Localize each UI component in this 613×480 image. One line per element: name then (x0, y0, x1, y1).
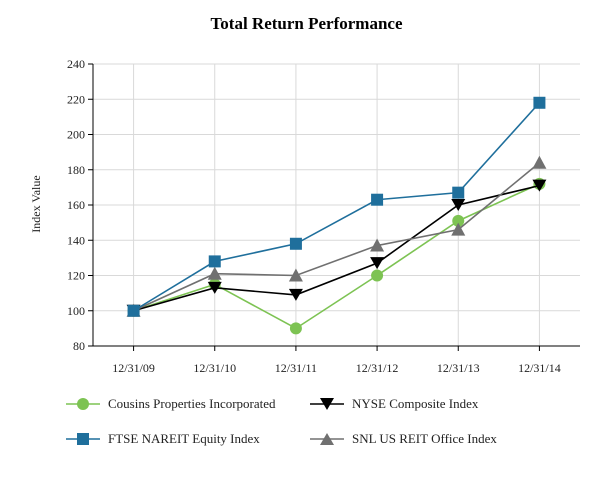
legend-item-nyse: NYSE Composite Index (310, 396, 478, 412)
legend-item-snl: SNL US REIT Office Index (310, 431, 497, 447)
x-tick-label: 12/31/09 (112, 361, 155, 375)
triangle-up-marker-icon (310, 433, 344, 445)
chart-title: Total Return Performance (210, 14, 403, 33)
y-axis-label: Index Value (29, 175, 43, 232)
data-point (208, 255, 221, 268)
data-point (288, 288, 303, 301)
series-line (133, 184, 540, 312)
data-point (452, 186, 465, 199)
series-line (133, 102, 541, 312)
y-tick-label: 100 (67, 304, 85, 318)
series-lines (126, 96, 547, 335)
triangle-down-marker-icon (310, 398, 344, 410)
y-tick-label: 80 (73, 339, 85, 353)
data-point (370, 257, 385, 270)
y-tick-label: 120 (67, 269, 85, 283)
x-tick-label: 12/31/11 (275, 361, 317, 375)
legend-item-cousins: Cousins Properties Incorporated (66, 396, 276, 412)
y-tick-label: 180 (67, 163, 85, 177)
square-marker-icon (66, 433, 100, 445)
data-point (452, 214, 465, 227)
legend-item-ftse: FTSE NAREIT Equity Index (66, 431, 260, 447)
data-point (451, 199, 466, 211)
x-tick-label: 12/31/13 (437, 361, 480, 375)
y-tick-label: 220 (67, 92, 85, 106)
data-point (207, 281, 222, 294)
data-point (370, 238, 385, 252)
data-point (127, 304, 140, 317)
x-tick-labels: 12/31/09 12/31/10 12/31/11 12/31/12 12/31/13… (112, 361, 561, 375)
legend-label: FTSE NAREIT Equity Index (108, 431, 260, 446)
circle-marker-icon (66, 398, 100, 410)
data-point (532, 179, 547, 192)
data-point (533, 96, 546, 109)
series-nyse-composite-index (126, 179, 547, 317)
axes (88, 63, 580, 351)
series-ftse-nareit-equity-index (127, 96, 546, 317)
legend-label: Cousins Properties Incorporated (108, 396, 276, 411)
grid-lines (93, 63, 580, 346)
series-line (133, 183, 540, 330)
legend-label: NYSE Composite Index (352, 396, 479, 411)
data-point (207, 266, 222, 280)
x-tick-label: 12/31/14 (518, 361, 561, 375)
data-point (289, 237, 302, 250)
data-point (451, 222, 466, 236)
legend-label: SNL US REIT Office Index (352, 431, 497, 446)
data-point (371, 269, 384, 282)
x-tick-label: 12/31/10 (193, 361, 236, 375)
y-tick-label: 160 (67, 198, 85, 212)
y-tick-labels: 80 100 120 140 160 180 200 220 240 (67, 57, 85, 353)
y-tick-label: 140 (67, 233, 85, 247)
x-tick-label: 12/31/12 (356, 361, 399, 375)
y-tick-label: 200 (67, 128, 85, 142)
data-point (289, 322, 302, 335)
data-point (371, 193, 384, 206)
data-point (532, 155, 547, 169)
series-line (133, 162, 540, 312)
data-point (288, 268, 303, 282)
y-tick-label: 240 (67, 57, 85, 71)
